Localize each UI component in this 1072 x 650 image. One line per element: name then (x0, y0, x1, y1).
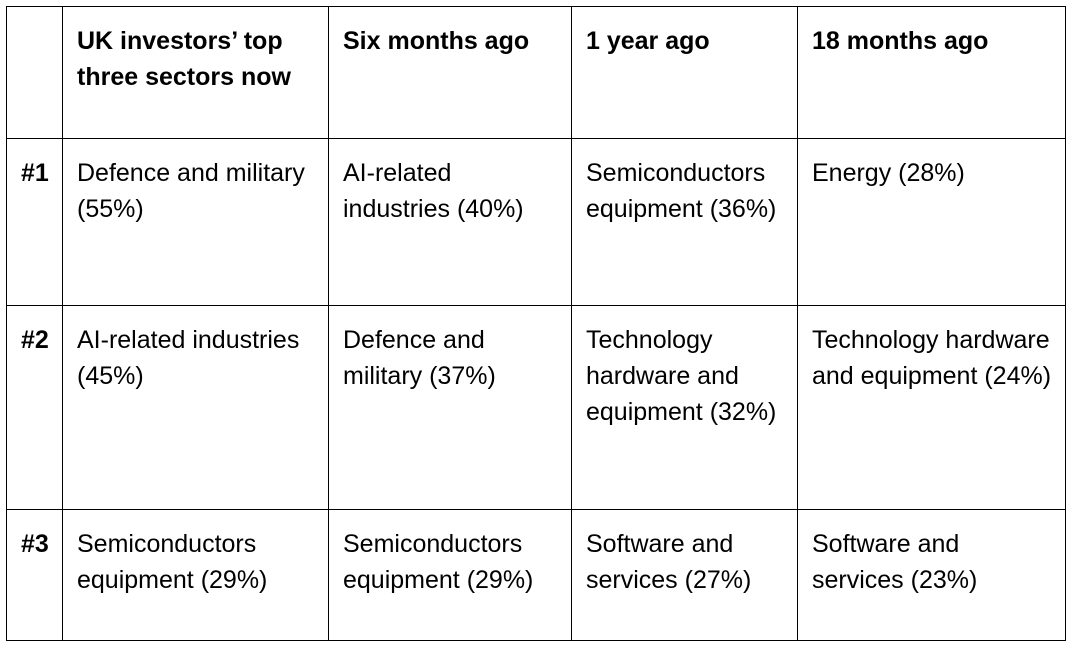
cell-six-months-ago: Semiconductors equipment (29%) (328, 509, 572, 641)
cell-1-year-ago: Software and services (27%) (571, 509, 798, 641)
cell-18-months-ago: Technology hardware and equipment (24%) (797, 305, 1066, 510)
rank-label: #3 (6, 509, 63, 641)
cell-1-year-ago: Technology hardware and equipment (32%) (571, 305, 798, 510)
cell-now: AI-related industries (45%) (62, 305, 329, 510)
sectors-table: UK investors’ top three sectors now Six … (6, 6, 1066, 641)
table-row-rank-2: #2 AI-related industries (45%) Defence a… (6, 305, 1066, 510)
cell-18-months-ago: Software and services (23%) (797, 509, 1066, 641)
cell-18-months-ago: Energy (28%) (797, 138, 1066, 306)
cell-1-year-ago: Semiconductors equipment (36%) (571, 138, 798, 306)
rank-label: #1 (6, 138, 63, 306)
cell-six-months-ago: AI-related industries (40%) (328, 138, 572, 306)
header-18-months-ago: 18 months ago (797, 6, 1066, 139)
cell-now: Semiconductors equipment (29%) (62, 509, 329, 641)
cell-six-months-ago: Defence and military (37%) (328, 305, 572, 510)
corner-cell (6, 6, 63, 139)
cell-now: Defence and military (55%) (62, 138, 329, 306)
table-row-rank-1: #1 Defence and military (55%) AI-related… (6, 138, 1066, 306)
header-now: UK investors’ top three sectors now (62, 6, 329, 139)
rank-label: #2 (6, 305, 63, 510)
header-1-year-ago: 1 year ago (571, 6, 798, 139)
header-six-months-ago: Six months ago (328, 6, 572, 139)
table-row-rank-3: #3 Semiconductors equipment (29%) Semico… (6, 509, 1066, 641)
header-row: UK investors’ top three sectors now Six … (6, 6, 1066, 139)
